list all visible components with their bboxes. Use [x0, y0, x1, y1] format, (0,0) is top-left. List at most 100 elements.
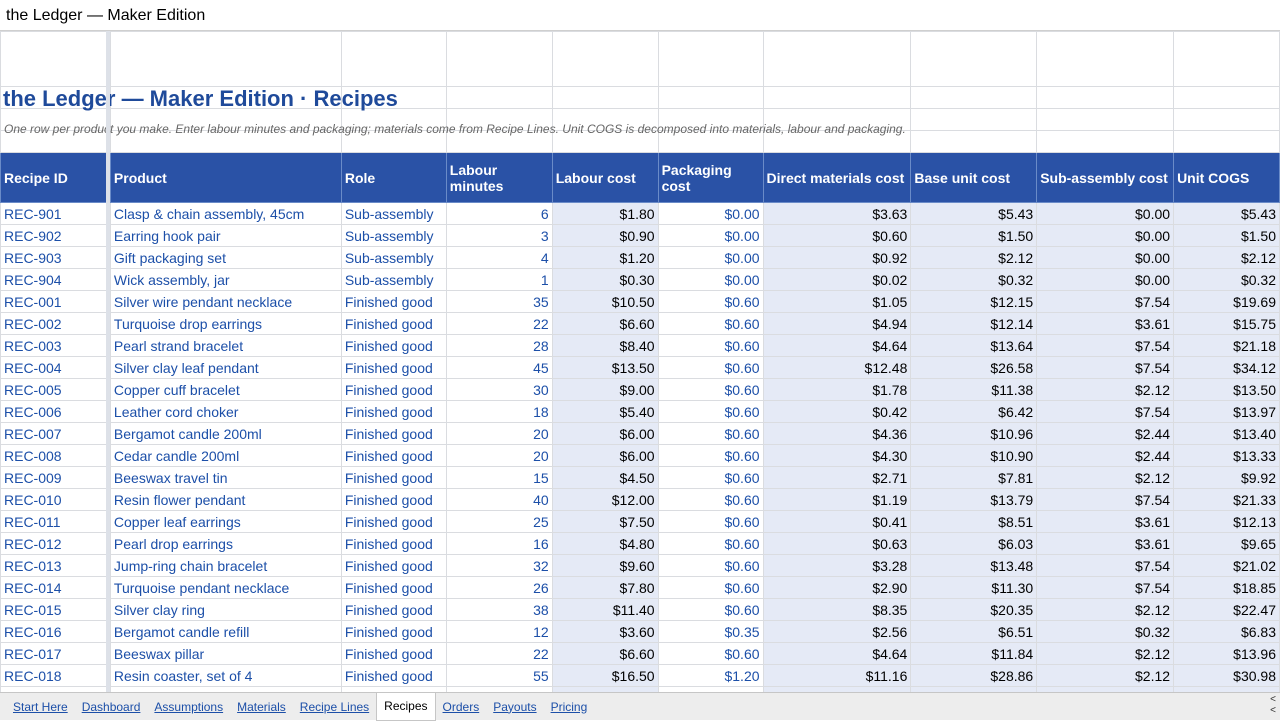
table-cell[interactable]: $2.71	[762, 466, 912, 489]
column-header[interactable]: Direct materials cost	[762, 152, 912, 203]
table-cell[interactable]: Finished good	[340, 334, 447, 357]
table-cell[interactable]: $6.51	[910, 620, 1038, 643]
table-cell[interactable]: Finished good	[340, 378, 447, 401]
table-cell[interactable]: $2.44	[1036, 444, 1175, 467]
empty-cell[interactable]	[1173, 31, 1280, 87]
table-cell[interactable]: REC-018	[0, 664, 111, 687]
table-cell[interactable]: 4	[445, 246, 553, 269]
table-cell[interactable]: $20.35	[910, 598, 1038, 621]
table-cell[interactable]: $2.12	[1036, 598, 1175, 621]
table-cell[interactable]: $0.90	[551, 224, 659, 247]
table-cell[interactable]: $1.20	[551, 246, 659, 269]
table-cell[interactable]: $8.35	[762, 598, 912, 621]
table-cell[interactable]: $3.61	[1036, 510, 1175, 533]
table-cell[interactable]: REC-002	[0, 312, 111, 335]
table-cell[interactable]: Bergamot candle 200ml	[109, 422, 342, 445]
table-cell[interactable]: REC-901	[0, 202, 111, 225]
table-cell[interactable]: Finished good	[340, 554, 447, 577]
table-cell[interactable]: $0.32	[910, 268, 1038, 291]
table-cell[interactable]: $0.60	[657, 400, 764, 423]
table-cell[interactable]: $7.54	[1036, 576, 1175, 599]
table-cell[interactable]: $0.60	[657, 510, 764, 533]
table-cell[interactable]: $4.64	[762, 642, 912, 665]
table-cell[interactable]: 1	[445, 268, 553, 291]
table-cell[interactable]: 22	[445, 642, 553, 665]
sheet-tab-recipes[interactable]: Recipes	[376, 692, 436, 721]
table-cell[interactable]: $0.00	[1036, 224, 1175, 247]
column-header[interactable]: Base unit cost	[910, 152, 1038, 203]
table-cell[interactable]: Silver clay leaf pendant	[109, 356, 342, 379]
table-cell[interactable]: $6.60	[551, 642, 659, 665]
table-cell[interactable]: REC-904	[0, 268, 111, 291]
table-cell[interactable]: Finished good	[340, 598, 447, 621]
table-cell[interactable]: Clasp & chain assembly, 45cm	[109, 202, 342, 225]
table-cell[interactable]: $0.00	[1036, 202, 1175, 225]
empty-cell[interactable]	[657, 31, 764, 87]
table-cell[interactable]: $0.60	[657, 554, 764, 577]
empty-cell[interactable]	[762, 86, 912, 109]
table-cell[interactable]: $11.01	[1173, 686, 1280, 692]
table-cell[interactable]: 20	[445, 444, 553, 467]
table-cell[interactable]: 18	[445, 400, 553, 423]
table-cell[interactable]: $6.00	[551, 444, 659, 467]
table-cell[interactable]: $21.33	[1173, 488, 1280, 511]
table-cell[interactable]: Silver wire pendant necklace	[109, 290, 342, 313]
table-cell[interactable]: Finished good	[340, 642, 447, 665]
table-cell[interactable]: $0.60	[657, 334, 764, 357]
table-cell[interactable]: $1.20	[657, 664, 764, 687]
table-cell[interactable]: $12.00	[551, 488, 659, 511]
empty-cell[interactable]	[551, 31, 659, 87]
table-cell[interactable]: Earring hook pair	[109, 224, 342, 247]
tab-scroll-arrows[interactable]: < <	[1270, 694, 1276, 716]
table-cell[interactable]: $0.35	[657, 620, 764, 643]
empty-cell[interactable]	[445, 86, 553, 109]
table-cell[interactable]: $3.61	[1036, 312, 1175, 335]
empty-cell[interactable]	[340, 31, 447, 87]
table-cell[interactable]: $13.40	[1173, 422, 1280, 445]
column-header[interactable]: Packaging cost	[657, 152, 764, 203]
table-cell[interactable]: $6.42	[910, 400, 1038, 423]
table-cell[interactable]: 45	[445, 356, 553, 379]
empty-cell[interactable]	[1036, 108, 1175, 131]
sheet-tab-recipe-lines[interactable]: Recipe Lines	[299, 699, 370, 714]
table-cell[interactable]: 20	[445, 422, 553, 445]
table-cell[interactable]: $6.83	[1173, 620, 1280, 643]
table-cell[interactable]: $0.00	[1036, 268, 1175, 291]
sheet-tab-payouts[interactable]: Payouts	[493, 699, 537, 714]
spreadsheet-grid[interactable]: Recipe ID Product Role Labour minutes Labour…	[0, 31, 1280, 692]
table-cell[interactable]: Finished good	[340, 356, 447, 379]
empty-cell[interactable]	[1173, 108, 1280, 131]
table-cell[interactable]: $0.00	[657, 246, 764, 269]
table-cell[interactable]: $13.79	[910, 488, 1038, 511]
table-cell[interactable]: $15.75	[1173, 312, 1280, 335]
table-cell[interactable]: $0.60	[657, 488, 764, 511]
table-cell[interactable]: $0.60	[657, 642, 764, 665]
empty-cell[interactable]	[1036, 31, 1175, 87]
table-cell[interactable]: $0.60	[657, 466, 764, 489]
empty-cell[interactable]	[910, 130, 1038, 153]
table-cell[interactable]: $0.32	[1173, 268, 1280, 291]
table-cell[interactable]: $0.30	[551, 268, 659, 291]
table-cell[interactable]: $6.00	[551, 422, 659, 445]
sheet-tab-materials[interactable]: Materials	[237, 699, 286, 714]
table-cell[interactable]: $0.32	[1036, 620, 1175, 643]
column-header[interactable]: Role	[340, 152, 447, 203]
column-header[interactable]: Recipe ID	[0, 152, 111, 203]
table-cell[interactable]: REC-011	[0, 510, 111, 533]
table-cell[interactable]: $0.60	[657, 422, 764, 445]
empty-cell[interactable]	[551, 86, 659, 109]
table-cell[interactable]: $21.02	[1173, 554, 1280, 577]
empty-cell[interactable]	[0, 31, 111, 87]
table-cell[interactable]: $1.05	[762, 290, 912, 313]
table-cell[interactable]: Finished good	[340, 400, 447, 423]
column-header[interactable]: Sub-assembly cost	[1036, 152, 1175, 203]
table-cell[interactable]: REC-003	[0, 334, 111, 357]
table-cell[interactable]: $0.60	[657, 686, 764, 692]
table-cell[interactable]: $5.40	[551, 400, 659, 423]
table-cell[interactable]: REC-007	[0, 422, 111, 445]
table-cell[interactable]: $2.12	[1036, 642, 1175, 665]
table-cell[interactable]: $16.50	[551, 664, 659, 687]
table-cell[interactable]: REC-014	[0, 576, 111, 599]
table-cell[interactable]: Finished good	[340, 488, 447, 511]
table-cell[interactable]: $1.19	[762, 488, 912, 511]
